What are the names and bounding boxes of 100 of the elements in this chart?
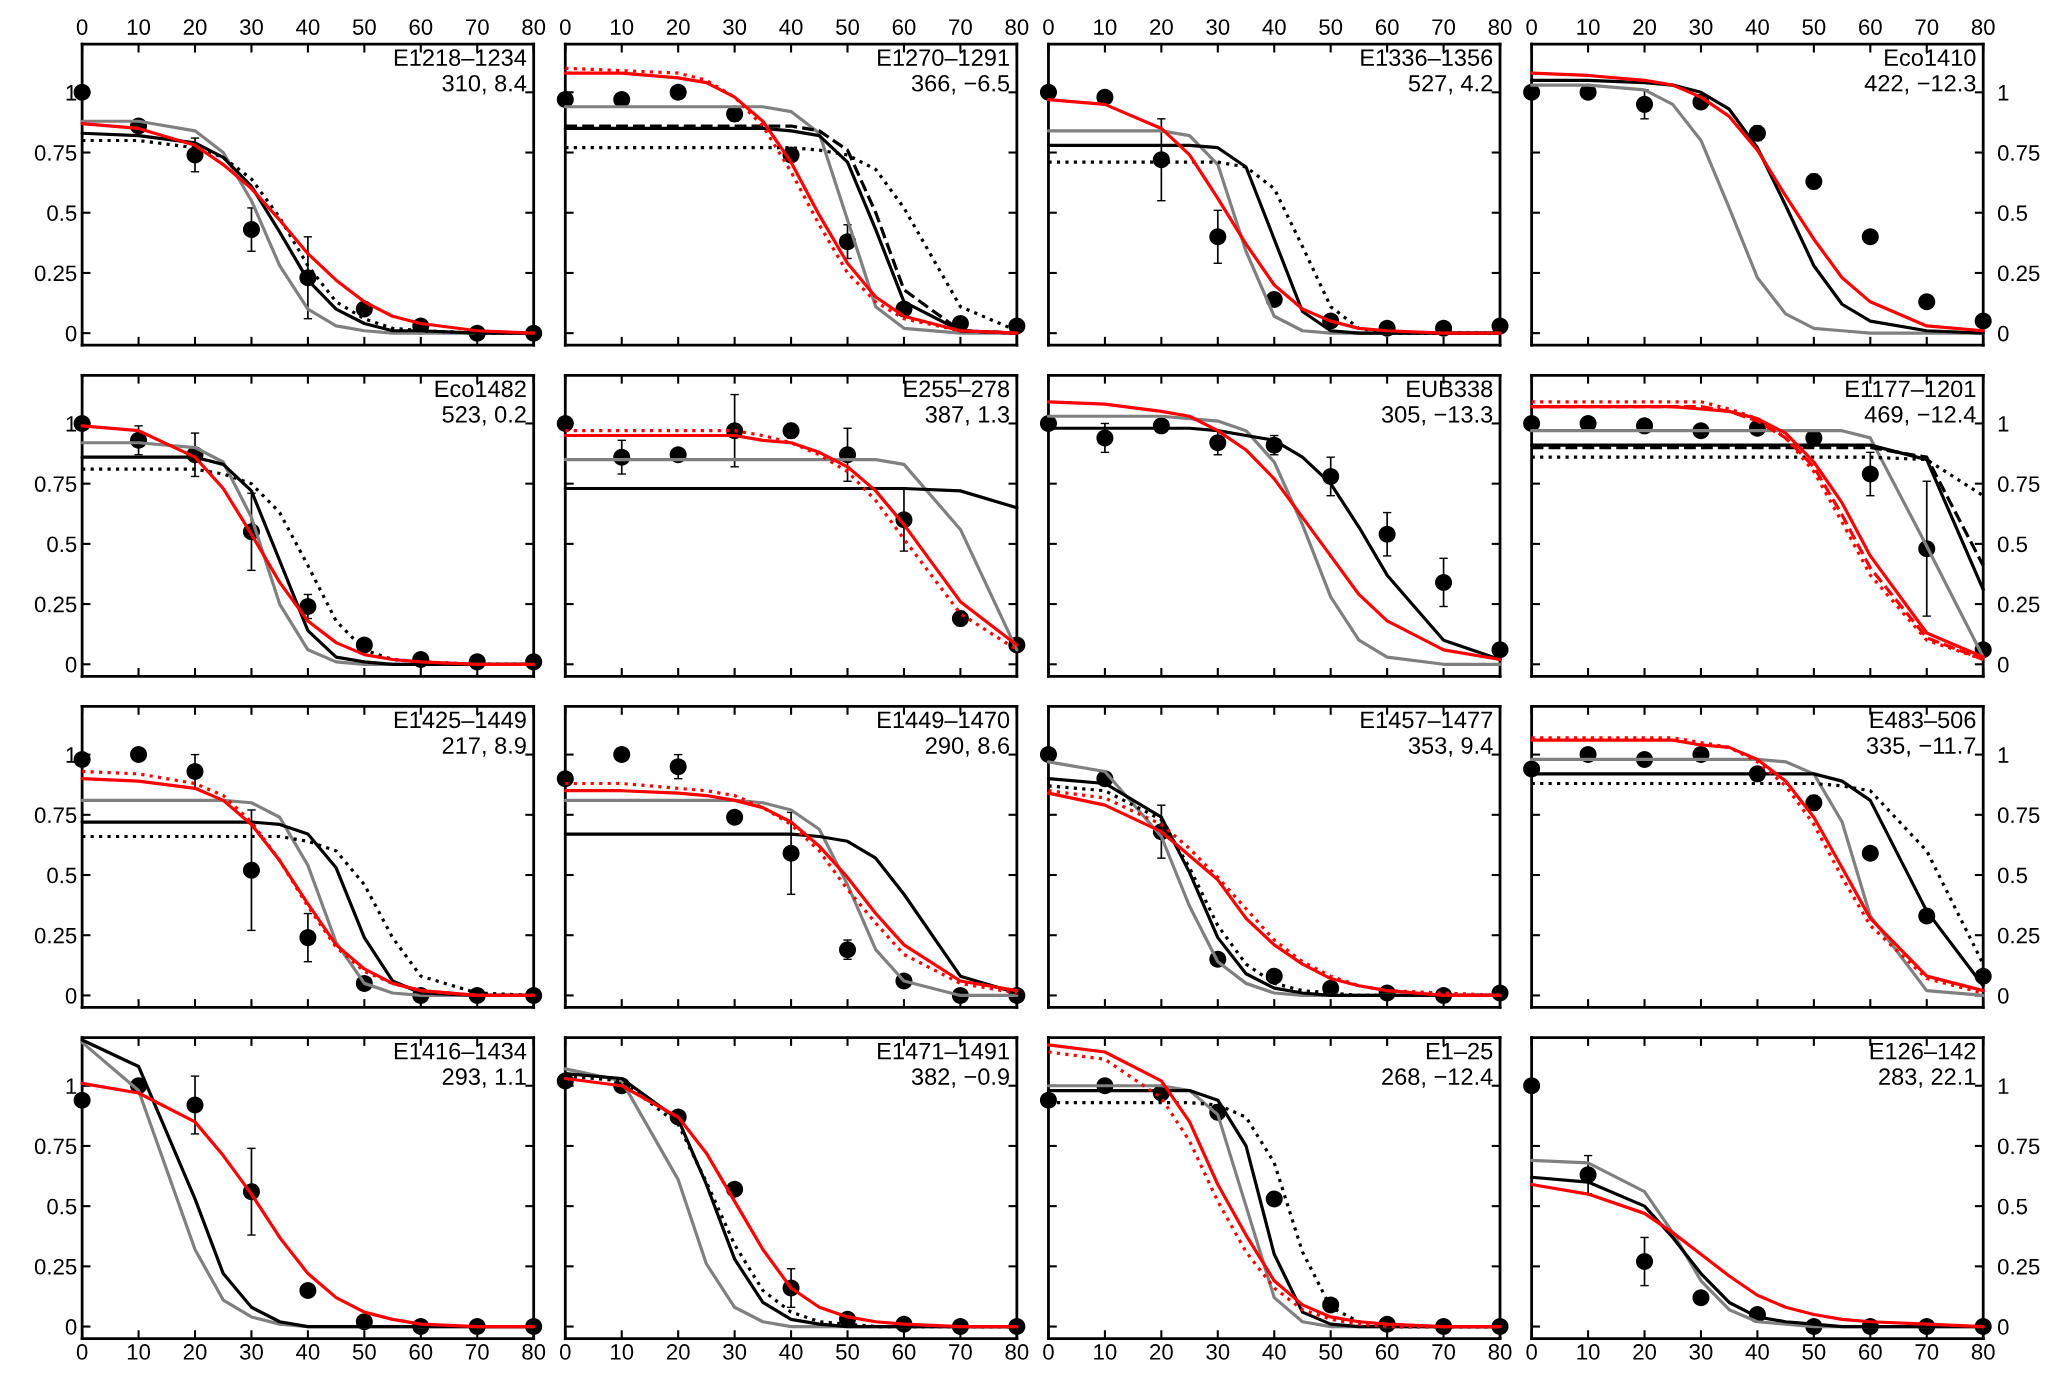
x-tick-label: 80 xyxy=(1488,1344,1512,1360)
x-tick-label: 80 xyxy=(1005,19,1029,35)
y-tick-label: 0.25 xyxy=(34,265,77,282)
annotation: 353, 9.4 xyxy=(1408,737,1493,757)
x-tick-label: 10 xyxy=(611,1344,634,1360)
y-tick-label: 0.5 xyxy=(1997,1198,2028,1215)
annotation: EUB338 xyxy=(1407,380,1493,398)
y-tick-label: 0.5 xyxy=(1997,205,2028,222)
x-tick-label: 70 xyxy=(949,1344,972,1360)
x-tick-label: 40 xyxy=(296,1344,320,1360)
annotation: 387, 1.3 xyxy=(925,406,1010,426)
x-tick-label: 80 xyxy=(1971,19,1995,35)
x-tick-label: 40 xyxy=(779,19,803,35)
x-tick-label: 0 xyxy=(1043,1344,1054,1360)
y-tick-label: 0.25 xyxy=(1997,596,2040,613)
annotation: 335, −11.7 xyxy=(1866,737,1976,757)
x-tick-label: 0 xyxy=(76,19,88,35)
annotation: E1416–1434 xyxy=(394,1042,527,1060)
y-tick-label: 0.25 xyxy=(34,596,77,613)
x-tick-label: 40 xyxy=(1262,1344,1286,1360)
x-tick-label: 60 xyxy=(892,19,916,35)
y-tick-label: 0 xyxy=(1997,987,2009,1004)
x-tick-label: 40 xyxy=(779,1344,803,1360)
x-tick-label: 10 xyxy=(1577,1344,1600,1360)
x-tick-label: 20 xyxy=(1150,1344,1173,1360)
x-tick-label: 60 xyxy=(1859,19,1882,35)
x-tick-label: 10 xyxy=(127,19,151,35)
y-tick-label: 0.75 xyxy=(34,1138,77,1155)
x-tick-label: 70 xyxy=(1915,19,1939,35)
x-tick-label: 60 xyxy=(1859,1344,1882,1360)
x-tick-label: 10 xyxy=(127,1344,151,1360)
x-tick-label: 50 xyxy=(1319,1344,1343,1360)
y-tick-label: 0.75 xyxy=(1997,807,2040,824)
annotation: E483–506 xyxy=(1870,711,1976,729)
annotation: E1471–1491 xyxy=(878,1042,1009,1060)
annotation: 217, 8.9 xyxy=(442,737,526,757)
x-tick-label: 20 xyxy=(1150,19,1173,35)
x-tick-label: 20 xyxy=(1633,1344,1657,1360)
annotation: 523, 0.2 xyxy=(442,406,526,426)
x-tick-label: 80 xyxy=(522,19,546,35)
x-tick-label: 20 xyxy=(1633,19,1657,35)
y-tick-label: 0.75 xyxy=(34,807,77,824)
y-tick-label: 0.25 xyxy=(34,927,77,944)
x-tick-label: 80 xyxy=(1005,1344,1029,1360)
x-tick-label: 30 xyxy=(239,19,263,35)
x-tick-label: 70 xyxy=(466,1344,489,1360)
annotation: 305, −13.3 xyxy=(1381,406,1493,426)
x-tick-label: 0 xyxy=(1526,19,1537,35)
y-tick-label: 0.75 xyxy=(1997,476,2040,492)
x-tick-label: 60 xyxy=(1375,1344,1399,1360)
annotation: 527, 4.2 xyxy=(1408,74,1493,95)
annotation: E1–25 xyxy=(1426,1042,1493,1060)
x-tick-label: 20 xyxy=(183,1344,207,1360)
x-tick-label: 30 xyxy=(1689,19,1713,35)
annotation: 382, −0.9 xyxy=(911,1068,1009,1088)
x-tick-label: 70 xyxy=(1432,1344,1456,1360)
y-tick-label: 0 xyxy=(65,1319,77,1335)
annotation: E126–142 xyxy=(1870,1042,1976,1060)
x-tick-label: 40 xyxy=(1262,19,1286,35)
x-tick-label: 0 xyxy=(1526,1344,1537,1360)
x-tick-label: 30 xyxy=(239,1344,263,1360)
x-tick-label: 50 xyxy=(1802,1344,1826,1360)
annotation: E1270–1291 xyxy=(878,49,1009,67)
annotation: Eco1410 xyxy=(1885,49,1976,67)
y-tick-label: 0 xyxy=(1997,1319,2009,1335)
y-tick-label: 0.5 xyxy=(47,1198,77,1215)
x-tick-label: 0 xyxy=(559,1344,571,1360)
annotation: E1457–1477 xyxy=(1361,711,1493,729)
annotation: E1336–1356 xyxy=(1361,49,1493,67)
x-tick-label: 0 xyxy=(76,1344,88,1360)
x-tick-label: 50 xyxy=(836,1344,860,1360)
annotation: 366, −6.5 xyxy=(911,74,1010,95)
x-tick-label: 40 xyxy=(1745,19,1769,35)
x-tick-label: 60 xyxy=(409,1344,433,1360)
y-tick-label: 0 xyxy=(65,656,77,673)
y-tick-label: 1 xyxy=(1998,747,2009,763)
x-tick-label: 70 xyxy=(1432,19,1456,35)
x-tick-label: 30 xyxy=(723,1344,747,1360)
x-tick-label: 60 xyxy=(409,19,433,35)
y-tick-label: 0 xyxy=(65,325,77,342)
y-tick-label: 1 xyxy=(66,1078,77,1094)
x-tick-label: 30 xyxy=(723,19,747,35)
y-tick-label: 0 xyxy=(1997,325,2009,342)
x-tick-label: 0 xyxy=(559,19,571,35)
x-tick-label: 50 xyxy=(836,19,860,35)
y-tick-label: 0.75 xyxy=(34,145,77,161)
x-tick-label: 80 xyxy=(522,1344,546,1360)
x-tick-label: 50 xyxy=(352,19,376,35)
y-tick-label: 0.5 xyxy=(1997,867,2028,884)
x-tick-label: 0 xyxy=(1043,19,1054,35)
x-tick-label: 50 xyxy=(352,1344,376,1360)
annotation: E255–278 xyxy=(904,380,1010,398)
x-tick-label: 10 xyxy=(1577,19,1600,35)
y-tick-label: 0.25 xyxy=(1997,1258,2040,1275)
x-tick-label: 10 xyxy=(611,19,634,35)
x-tick-label: 30 xyxy=(1206,1344,1230,1360)
y-tick-label: 0.25 xyxy=(1997,265,2040,282)
x-tick-label: 80 xyxy=(1488,19,1512,35)
y-tick-label: 1 xyxy=(1998,416,2009,432)
y-tick-label: 0.5 xyxy=(47,536,77,553)
